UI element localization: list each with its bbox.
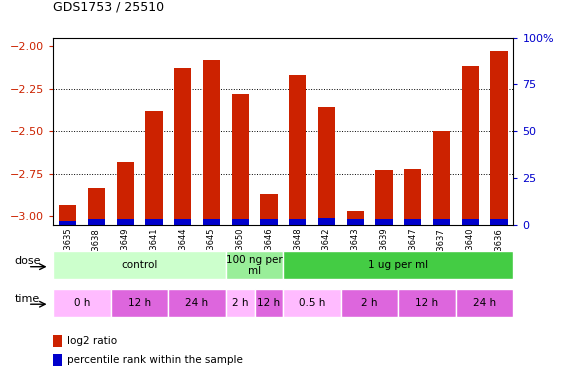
Text: 12 h: 12 h — [416, 298, 439, 308]
Bar — [289, 75, 306, 225]
Bar — [53, 354, 62, 366]
Bar — [341, 289, 398, 317]
Bar — [174, 68, 191, 225]
Bar — [232, 219, 249, 225]
Text: 12 h: 12 h — [128, 298, 151, 308]
Bar — [347, 219, 364, 225]
Bar — [168, 289, 226, 317]
Text: 0.5 h: 0.5 h — [299, 298, 325, 308]
Bar — [462, 219, 479, 225]
Text: 2 h: 2 h — [232, 298, 249, 308]
Bar — [462, 66, 479, 225]
Text: percentile rank within the sample: percentile rank within the sample — [67, 355, 243, 365]
Bar — [117, 162, 134, 225]
Bar — [456, 289, 513, 317]
Bar — [203, 60, 220, 225]
Text: 24 h: 24 h — [186, 298, 209, 308]
Bar — [283, 251, 513, 279]
Bar — [59, 204, 76, 225]
Bar — [145, 111, 163, 225]
Bar — [398, 289, 456, 317]
Text: 100 ng per
ml: 100 ng per ml — [226, 255, 283, 276]
Text: 0 h: 0 h — [74, 298, 90, 308]
Bar — [53, 251, 226, 279]
Text: GDS1753 / 25510: GDS1753 / 25510 — [53, 0, 164, 13]
Bar — [283, 289, 341, 317]
Bar — [490, 219, 508, 225]
Bar — [59, 221, 76, 225]
Bar — [174, 219, 191, 225]
Bar — [404, 169, 421, 225]
Bar — [145, 219, 163, 225]
Text: 1 ug per ml: 1 ug per ml — [368, 260, 429, 270]
Text: log2 ratio: log2 ratio — [67, 336, 117, 346]
Bar — [88, 188, 105, 225]
Text: 2 h: 2 h — [361, 298, 378, 308]
Bar — [260, 194, 278, 225]
Bar — [226, 251, 283, 279]
Bar — [117, 219, 134, 225]
Bar — [203, 219, 220, 225]
Bar — [53, 289, 111, 317]
Bar — [111, 289, 168, 317]
Bar — [226, 289, 255, 317]
Bar — [260, 219, 278, 225]
Text: time: time — [15, 294, 40, 304]
Text: control: control — [121, 260, 158, 270]
Text: dose: dose — [15, 256, 41, 266]
Bar — [232, 94, 249, 225]
Bar — [53, 335, 62, 347]
Bar — [404, 219, 421, 225]
Bar — [347, 211, 364, 225]
Bar — [433, 219, 450, 225]
Bar — [433, 131, 450, 225]
Bar — [255, 289, 283, 317]
Bar — [318, 217, 335, 225]
Bar — [490, 51, 508, 225]
Bar — [375, 171, 393, 225]
Bar — [88, 219, 105, 225]
Text: 24 h: 24 h — [473, 298, 496, 308]
Bar — [318, 107, 335, 225]
Text: 12 h: 12 h — [257, 298, 280, 308]
Bar — [375, 219, 393, 225]
Bar — [289, 219, 306, 225]
